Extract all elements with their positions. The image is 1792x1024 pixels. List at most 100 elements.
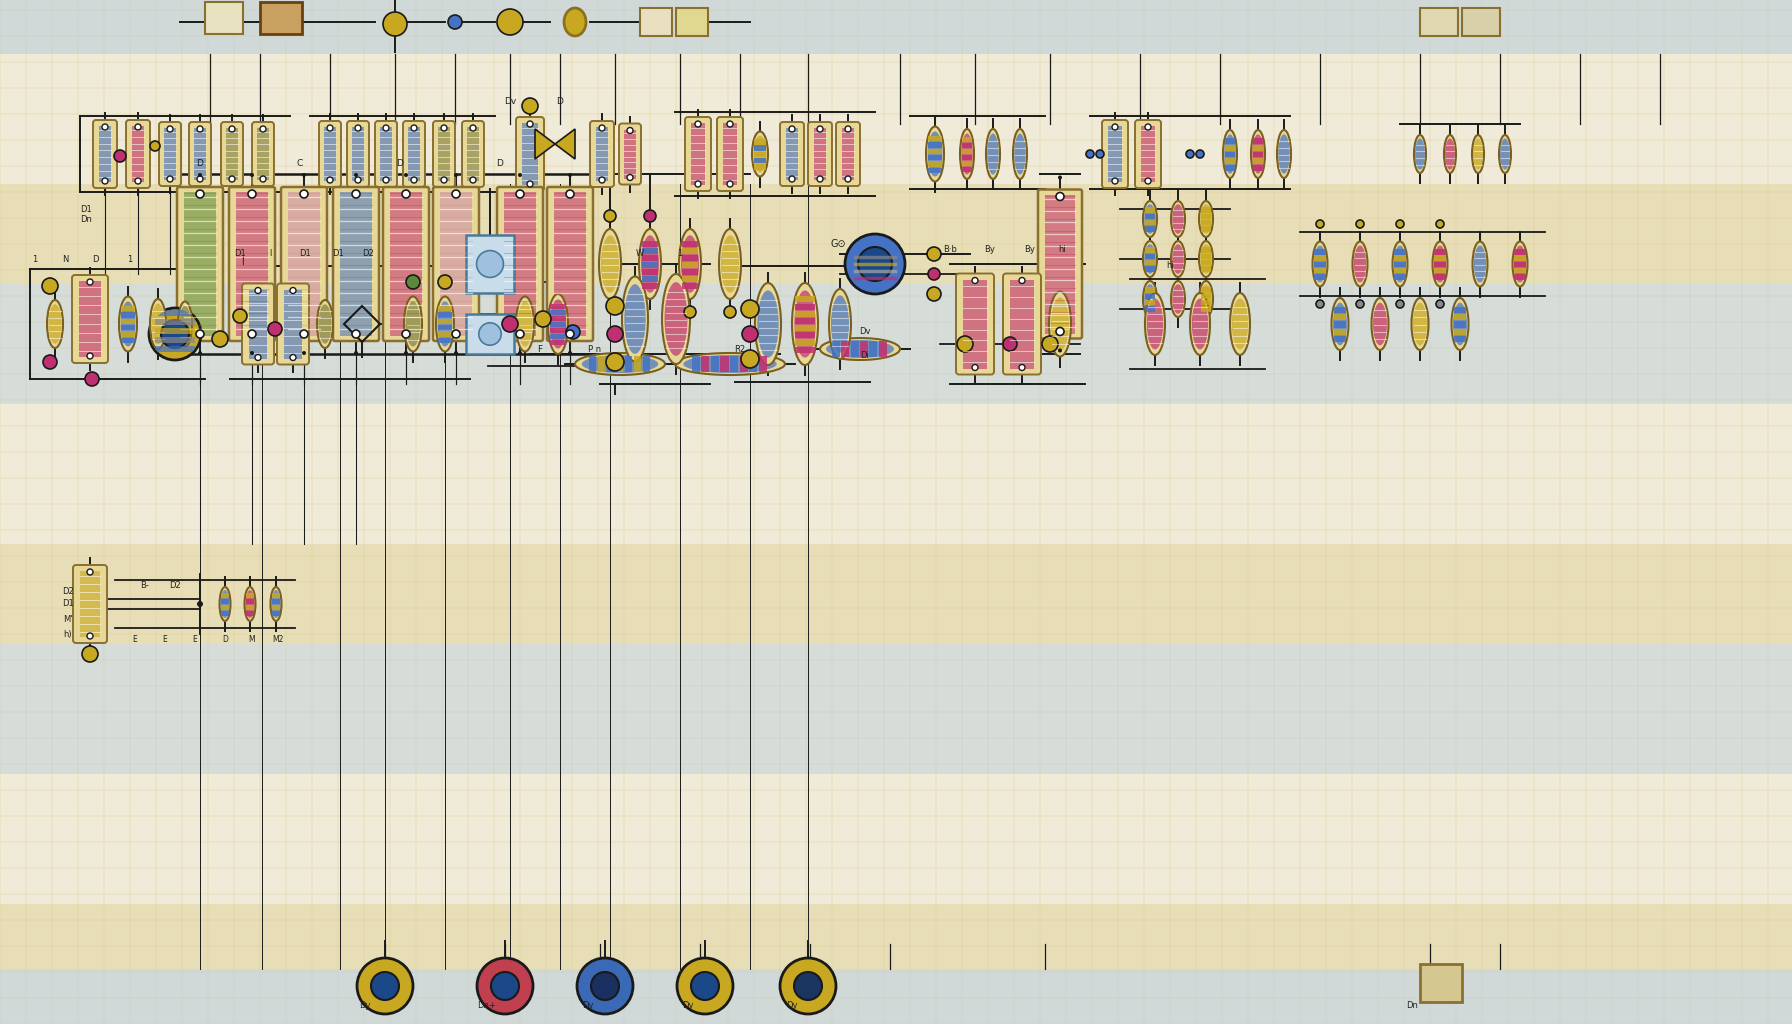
Bar <box>722 123 737 185</box>
Bar <box>720 355 729 373</box>
Ellipse shape <box>1170 201 1185 237</box>
Ellipse shape <box>1199 201 1213 237</box>
Ellipse shape <box>1314 246 1326 283</box>
Circle shape <box>926 247 941 261</box>
Circle shape <box>695 181 701 187</box>
Ellipse shape <box>830 289 851 359</box>
Text: Dy: Dy <box>358 1001 371 1011</box>
Bar <box>962 167 973 171</box>
Bar <box>1314 262 1326 267</box>
Bar <box>1253 145 1263 151</box>
FancyBboxPatch shape <box>780 122 805 186</box>
Bar <box>1201 294 1211 299</box>
Bar <box>1434 262 1446 267</box>
Ellipse shape <box>1473 138 1484 170</box>
Ellipse shape <box>1353 246 1366 283</box>
Ellipse shape <box>1444 138 1455 170</box>
Circle shape <box>1020 278 1025 284</box>
Ellipse shape <box>754 283 781 365</box>
Text: C: C <box>297 160 303 169</box>
FancyBboxPatch shape <box>434 187 478 341</box>
Ellipse shape <box>986 129 1000 179</box>
Circle shape <box>299 190 308 198</box>
Bar <box>1419 964 1462 1002</box>
Bar <box>1107 126 1122 182</box>
Circle shape <box>491 972 520 1000</box>
Ellipse shape <box>1432 242 1448 287</box>
Circle shape <box>134 178 142 184</box>
Circle shape <box>88 633 93 639</box>
Ellipse shape <box>1471 135 1484 173</box>
Bar <box>220 611 229 615</box>
Circle shape <box>817 126 823 132</box>
Circle shape <box>229 126 235 132</box>
FancyBboxPatch shape <box>808 122 831 186</box>
Circle shape <box>971 278 978 284</box>
Circle shape <box>643 210 656 222</box>
Circle shape <box>516 330 523 338</box>
Bar <box>681 275 699 282</box>
Circle shape <box>197 126 202 132</box>
Text: M: M <box>249 635 254 643</box>
Bar <box>99 126 111 182</box>
Bar <box>1201 266 1211 271</box>
Bar <box>272 605 280 610</box>
FancyBboxPatch shape <box>93 120 116 188</box>
FancyBboxPatch shape <box>837 122 860 186</box>
Ellipse shape <box>151 299 167 349</box>
Bar <box>754 158 765 164</box>
Circle shape <box>502 316 518 332</box>
Ellipse shape <box>1253 134 1263 174</box>
Bar <box>1224 152 1235 158</box>
Text: Dn+: Dn+ <box>478 1001 496 1011</box>
Ellipse shape <box>1145 285 1156 313</box>
Circle shape <box>260 176 265 182</box>
Ellipse shape <box>1278 130 1290 178</box>
Text: B·b: B·b <box>943 245 957 254</box>
Bar <box>439 318 452 324</box>
Ellipse shape <box>1473 246 1486 283</box>
Circle shape <box>326 125 333 131</box>
Ellipse shape <box>622 276 649 361</box>
Text: D1: D1 <box>235 250 246 258</box>
Bar <box>439 312 452 317</box>
Text: D: D <box>197 160 204 169</box>
Bar <box>1419 8 1459 36</box>
Bar <box>1142 126 1156 182</box>
Circle shape <box>167 126 174 132</box>
FancyBboxPatch shape <box>73 565 108 643</box>
Bar <box>878 341 887 357</box>
Ellipse shape <box>220 590 229 617</box>
Bar <box>324 127 335 181</box>
Circle shape <box>43 355 57 369</box>
Ellipse shape <box>676 353 785 375</box>
Circle shape <box>1055 193 1064 201</box>
Text: D1: D1 <box>332 250 344 258</box>
Circle shape <box>566 330 573 338</box>
FancyBboxPatch shape <box>1102 120 1127 188</box>
Bar <box>1453 314 1466 321</box>
Ellipse shape <box>564 8 586 36</box>
Bar <box>1145 288 1156 293</box>
Bar <box>860 341 867 357</box>
Circle shape <box>149 308 201 360</box>
Bar <box>1145 214 1156 219</box>
Bar <box>754 165 765 170</box>
Circle shape <box>470 177 477 183</box>
Ellipse shape <box>518 301 532 346</box>
Bar <box>220 605 229 610</box>
Circle shape <box>254 288 262 294</box>
Circle shape <box>728 121 733 127</box>
Circle shape <box>197 176 202 182</box>
Ellipse shape <box>1312 242 1328 287</box>
Circle shape <box>685 306 695 318</box>
Circle shape <box>599 125 606 131</box>
Text: M2: M2 <box>272 635 283 643</box>
Bar <box>681 268 699 274</box>
Bar <box>796 317 815 324</box>
Circle shape <box>817 176 823 182</box>
FancyBboxPatch shape <box>125 120 151 188</box>
Bar <box>681 241 699 247</box>
Circle shape <box>477 958 532 1014</box>
Text: G⊙: G⊙ <box>830 239 846 249</box>
